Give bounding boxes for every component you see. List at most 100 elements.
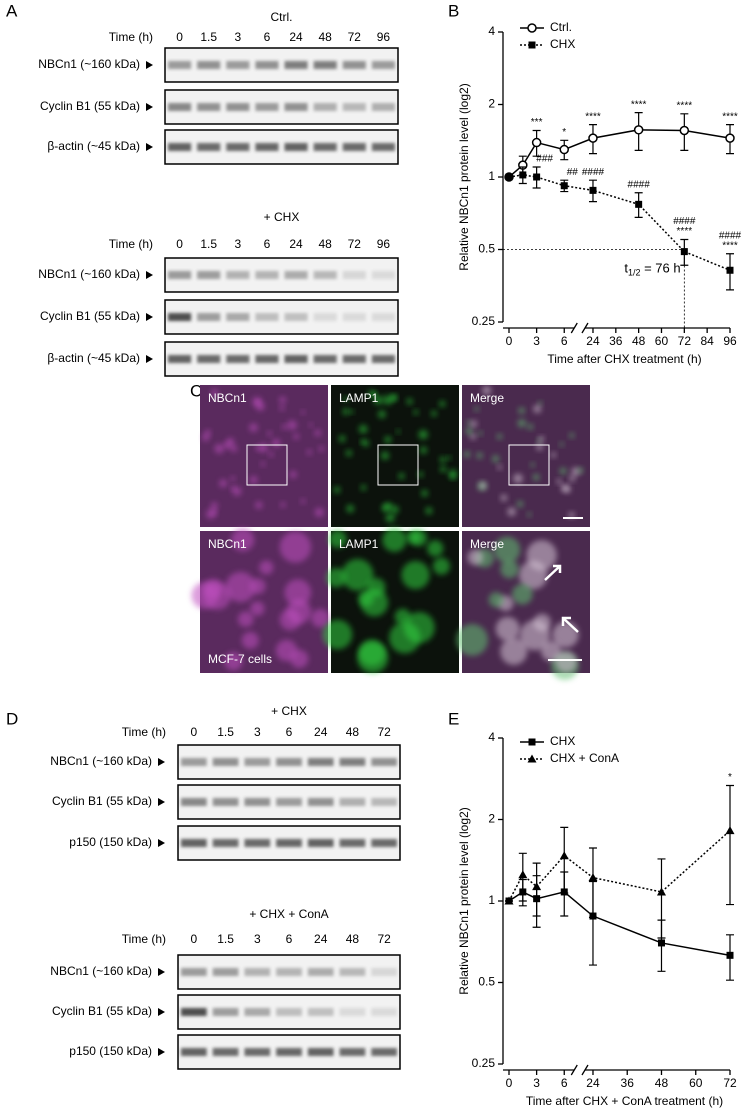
spot: [279, 405, 285, 411]
blot-band: [313, 355, 337, 363]
spot: [447, 455, 452, 461]
spot: [476, 452, 483, 459]
blot-band: [371, 355, 395, 363]
spot: [360, 484, 367, 491]
arrowhead: [146, 61, 153, 69]
spot: [511, 583, 533, 605]
lane-label: 96: [377, 237, 391, 251]
channel-label: Merge: [470, 391, 504, 405]
blot-band: [226, 355, 250, 363]
marker: [528, 738, 536, 746]
spot: [537, 400, 543, 406]
blot-band: [197, 355, 221, 363]
spot: [367, 577, 386, 597]
marker: [504, 896, 514, 905]
spot: [469, 433, 477, 440]
lane-label: 0: [176, 30, 183, 44]
spot: [211, 509, 218, 515]
marker: [560, 182, 568, 190]
row-label: Cyclin B1 (55 kDa): [52, 794, 152, 808]
spot: [293, 433, 300, 440]
spot: [345, 449, 353, 457]
blot-band: [284, 103, 308, 111]
blot-band: [371, 1048, 397, 1056]
lane-label: 3: [234, 30, 241, 44]
spot: [249, 475, 258, 484]
spot: [219, 479, 228, 488]
spot: [418, 429, 428, 440]
lane-label: 72: [348, 237, 362, 251]
blot-band: [226, 103, 250, 111]
error-bar: [657, 858, 666, 939]
significance-label: ####: [582, 167, 605, 178]
spot: [467, 549, 484, 566]
spot: [225, 571, 256, 603]
marker: [635, 200, 643, 208]
blot-band: [244, 968, 271, 976]
channel-label: Merge: [470, 537, 504, 551]
spot: [382, 527, 407, 552]
spot: [538, 436, 545, 442]
legend-label: Ctrl.: [550, 20, 572, 34]
spot: [491, 455, 500, 463]
blot-band: [284, 355, 308, 363]
blot-band: [226, 143, 250, 151]
blot-band: [371, 143, 395, 151]
spot: [333, 486, 341, 494]
blot-band: [276, 758, 302, 766]
lane-label: 6: [286, 725, 293, 739]
x-tick-label: 96: [723, 334, 737, 348]
spot: [211, 389, 219, 397]
spot: [569, 475, 576, 482]
spot: [232, 486, 242, 496]
blot-band: [168, 355, 192, 363]
spot: [380, 451, 390, 460]
spot: [300, 410, 306, 415]
spot: [497, 464, 503, 470]
spot: [231, 528, 255, 552]
blot-title: Ctrl.: [271, 10, 293, 24]
spot: [439, 456, 447, 463]
marker: [528, 41, 536, 49]
y-tick-label: 0.5: [478, 242, 495, 256]
marker: [657, 939, 665, 947]
blot-band: [197, 61, 221, 69]
micrograph: NBCn1: [200, 385, 328, 527]
significance-label: ####: [673, 216, 696, 227]
blot-band: [168, 61, 192, 69]
marker: [527, 23, 537, 33]
lane-label: 72: [348, 30, 362, 44]
marker: [680, 248, 688, 256]
significance-label: ****: [585, 111, 601, 122]
spot: [389, 622, 421, 654]
marker: [531, 137, 542, 148]
significance-label: ####: [628, 179, 651, 190]
blot-title: + CHX: [264, 210, 300, 224]
spot: [456, 624, 489, 656]
micrograph: NBCn1: [191, 528, 330, 673]
x-tick-label: 24: [586, 334, 600, 348]
blot-band: [181, 798, 207, 806]
x-tick-label: 60: [689, 1076, 703, 1090]
spot: [311, 608, 330, 628]
blot-band: [313, 143, 337, 151]
blot-band: [342, 103, 366, 111]
spot: [559, 442, 564, 447]
spot: [255, 445, 261, 451]
spot: [450, 474, 456, 480]
axis-break: [581, 322, 589, 334]
spot: [350, 409, 355, 414]
spot: [559, 467, 567, 475]
channel-label: NBCn1: [208, 391, 247, 405]
row-label: Cyclin B1 (55 kDa): [40, 309, 140, 323]
spot: [300, 498, 306, 504]
row-label: NBCn1 (~160 kDa): [50, 754, 152, 768]
spot: [540, 640, 562, 662]
spot: [466, 420, 471, 425]
row-label: p150 (150 kDa): [69, 835, 152, 849]
half-life-text: 1/2: [628, 268, 641, 278]
significance-label: *: [728, 772, 732, 783]
cell-line-label: MCF-7 cells: [208, 652, 272, 666]
spot: [255, 402, 265, 411]
spot: [322, 619, 353, 650]
